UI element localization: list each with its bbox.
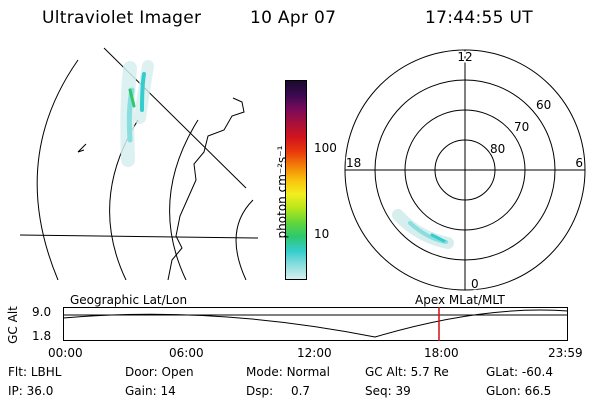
mlt-label-18: 18 <box>346 156 361 170</box>
date-label: 10 Apr 07 <box>250 8 337 28</box>
info-gain: Gain: 14 <box>125 384 176 398</box>
lat-label-80: 80 <box>490 142 505 156</box>
timeline-ytick-low: 1.8 <box>32 329 52 343</box>
colorbar <box>285 80 307 280</box>
mlt-label-6: 6 <box>575 156 583 170</box>
info-door: Door: Open <box>125 365 194 379</box>
equator-line <box>19 234 258 239</box>
lat-label-70: 70 <box>514 120 529 134</box>
geographic-map <box>19 47 258 280</box>
timeline-xtick-0000: 00:00 <box>48 346 83 360</box>
mlt-label-0: 0 <box>471 277 479 291</box>
lat-arc-3 <box>169 119 199 280</box>
lat-arc-1 <box>36 59 79 280</box>
mlt-label-12: 12 <box>457 50 472 64</box>
timeline-xtick-0600: 06:00 <box>169 346 204 360</box>
island-outline <box>77 143 87 153</box>
timeline-xtick-1800: 18:00 <box>424 346 459 360</box>
polar-aurora <box>392 209 454 249</box>
colorbar-tick-10: 10 <box>314 227 330 241</box>
info-dsp: Dsp: 0.7 <box>246 384 311 398</box>
timeline-right-title: Apex MLat/MLT <box>415 293 505 307</box>
polar-plot: 12 18 6 0 60 70 80 <box>344 49 586 293</box>
info-gc-alt: GC Alt: 5.7 Re <box>365 365 449 379</box>
info-seq: Seq: 39 <box>365 384 411 398</box>
timeline-axis-label: GC Alt <box>5 306 20 344</box>
coastline <box>167 97 245 280</box>
instrument-title: Ultraviolet Imager <box>42 8 202 28</box>
aurora-glow <box>120 60 154 167</box>
info-ip: IP: 36.0 <box>8 384 54 398</box>
lat-arc-4 <box>235 199 254 280</box>
info-glat: GLat: -60.4 <box>486 365 553 379</box>
info-mode: Mode: Normal <box>246 365 330 379</box>
colorbar-tick-100: 100 <box>314 141 337 155</box>
lat-label-60: 60 <box>536 98 551 112</box>
colorbar-unit-label: photon cm⁻²s⁻¹ <box>275 145 289 239</box>
timeline-xtick-2359: 23:59 <box>548 346 583 360</box>
timeline-xtick-1200: 12:00 <box>297 346 332 360</box>
altitude-curve <box>63 309 568 338</box>
timeline-ytick-high: 9.0 <box>32 305 52 319</box>
timeline-left-title: Geographic Lat/Lon <box>70 293 188 307</box>
timeline-frame <box>63 307 568 341</box>
info-flt: Flt: LBHL <box>8 365 62 379</box>
info-glon: GLon: 66.5 <box>486 384 552 398</box>
time-label: 17:44:55 UT <box>425 8 533 28</box>
altitude-timeline <box>63 307 568 341</box>
